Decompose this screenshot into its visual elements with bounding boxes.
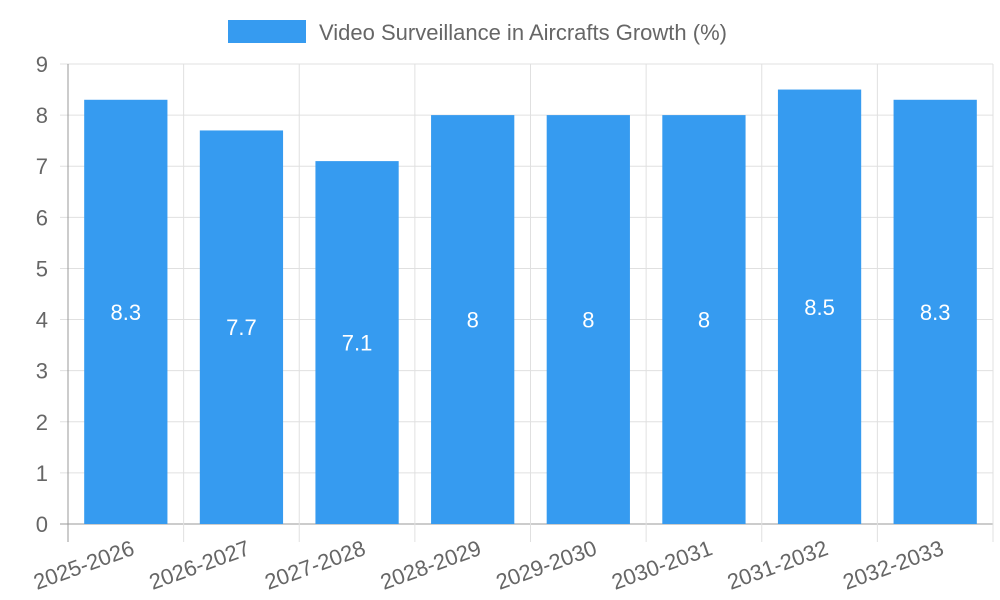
data-label: 8 (698, 308, 710, 333)
bar (431, 115, 515, 524)
x-tick-label: 2030-2031 (608, 535, 715, 594)
data-label: 8 (582, 308, 594, 333)
bars: 8.3 7.7 7.1 8 8 8 8.5 8.3 (84, 89, 977, 525)
bar (893, 99, 977, 525)
legend-label: Video Surveillance in Aircrafts Growth (… (319, 20, 727, 45)
y-axis: 0 1 2 3 4 5 6 7 8 9 (36, 52, 48, 537)
bar (777, 89, 862, 525)
legend-swatch (228, 20, 306, 43)
x-tick-label: 2031-2032 (724, 535, 831, 594)
y-tick-label: 9 (36, 52, 48, 77)
y-tick-label: 0 (36, 512, 48, 537)
bar (84, 99, 168, 525)
y-tick-label: 3 (36, 359, 48, 384)
y-tick-label: 2 (36, 410, 48, 435)
x-tick-label: 2028-2029 (377, 535, 484, 594)
x-axis: 2025-2026 2026-2027 2027-2028 2028-2029 2029… (30, 535, 947, 594)
bar (199, 130, 284, 524)
y-tick-label: 6 (36, 205, 48, 230)
x-tick-label: 2027-2028 (261, 535, 368, 594)
bar (662, 115, 746, 524)
bar (546, 115, 630, 524)
x-tick-label: 2032-2033 (839, 535, 946, 594)
y-tick-label: 4 (36, 308, 48, 333)
data-label: 8.3 (920, 300, 951, 325)
bar (315, 161, 399, 524)
data-label: 8.5 (804, 295, 835, 320)
y-tick-label: 1 (36, 461, 48, 486)
data-label: 7.1 (342, 331, 373, 356)
y-tick-label: 8 (36, 103, 48, 128)
y-tick-label: 5 (36, 256, 48, 281)
data-label: 7.7 (226, 315, 257, 340)
legend[interactable]: Video Surveillance in Aircrafts Growth (… (228, 20, 727, 45)
x-tick-label: 2026-2027 (146, 535, 253, 594)
data-label: 8 (467, 308, 479, 333)
x-tick-label: 2025-2026 (30, 535, 137, 594)
data-label: 8.3 (111, 300, 142, 325)
y-tick-label: 7 (36, 154, 48, 179)
x-tick-label: 2029-2030 (493, 535, 600, 594)
